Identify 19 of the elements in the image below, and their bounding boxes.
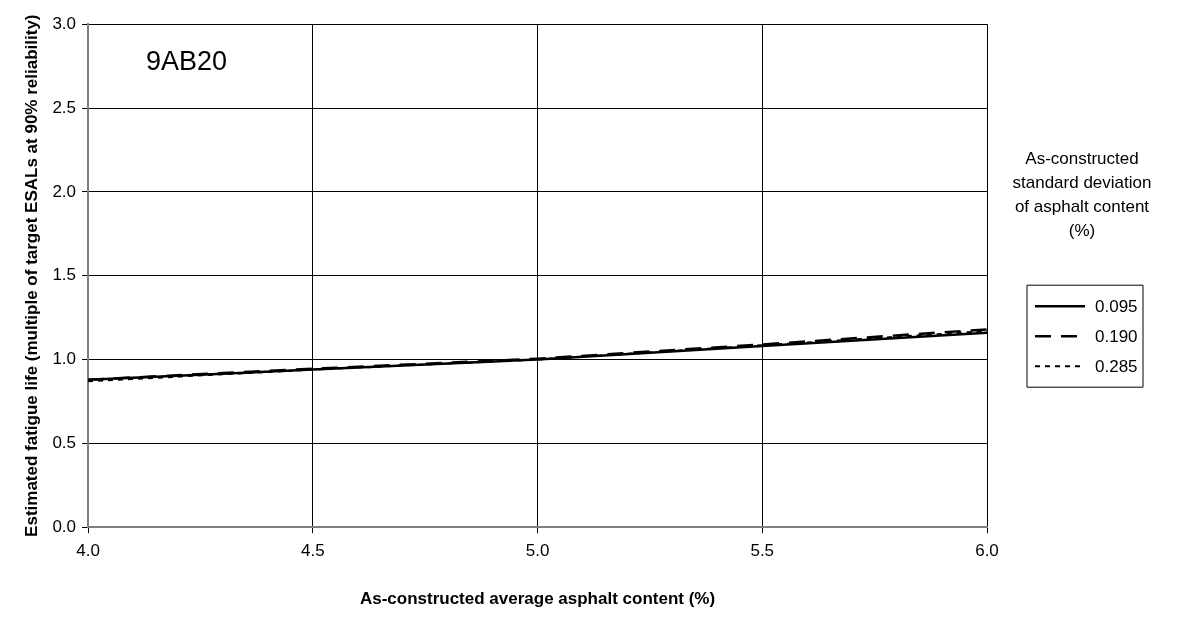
y-tick-label: 2.5	[52, 97, 77, 117]
legend-label: 0.095	[1095, 296, 1138, 316]
y-tick-label: 3.0	[52, 13, 77, 33]
y-tick-label: 1.0	[52, 349, 77, 369]
x-axis-title: As-constructed average asphalt content (%)	[359, 589, 716, 609]
x-tick-label: 5.0	[525, 541, 550, 561]
y-tick-label: 2.0	[52, 181, 77, 201]
x-tick-label: 6.0	[975, 541, 999, 561]
y-tick-label: 0.0	[52, 516, 77, 536]
x-tick-label: 4.5	[300, 541, 325, 561]
y-tick-label: 0.5	[52, 433, 77, 453]
annotation: 9AB20	[146, 45, 228, 76]
x-tick-label: 4.0	[76, 541, 100, 561]
legend-label: 0.285	[1095, 356, 1138, 376]
legend-title: As-constructed standard deviation of asphalt content (%)	[1012, 148, 1152, 240]
y-tick-label: 1.5	[52, 265, 77, 285]
y-axis-title: Estimated fatigue life (multiple of target ESALs at 90% reliability)	[21, 14, 41, 537]
x-tick-label: 5.5	[750, 541, 775, 561]
legend-label: 0.190	[1095, 326, 1138, 346]
